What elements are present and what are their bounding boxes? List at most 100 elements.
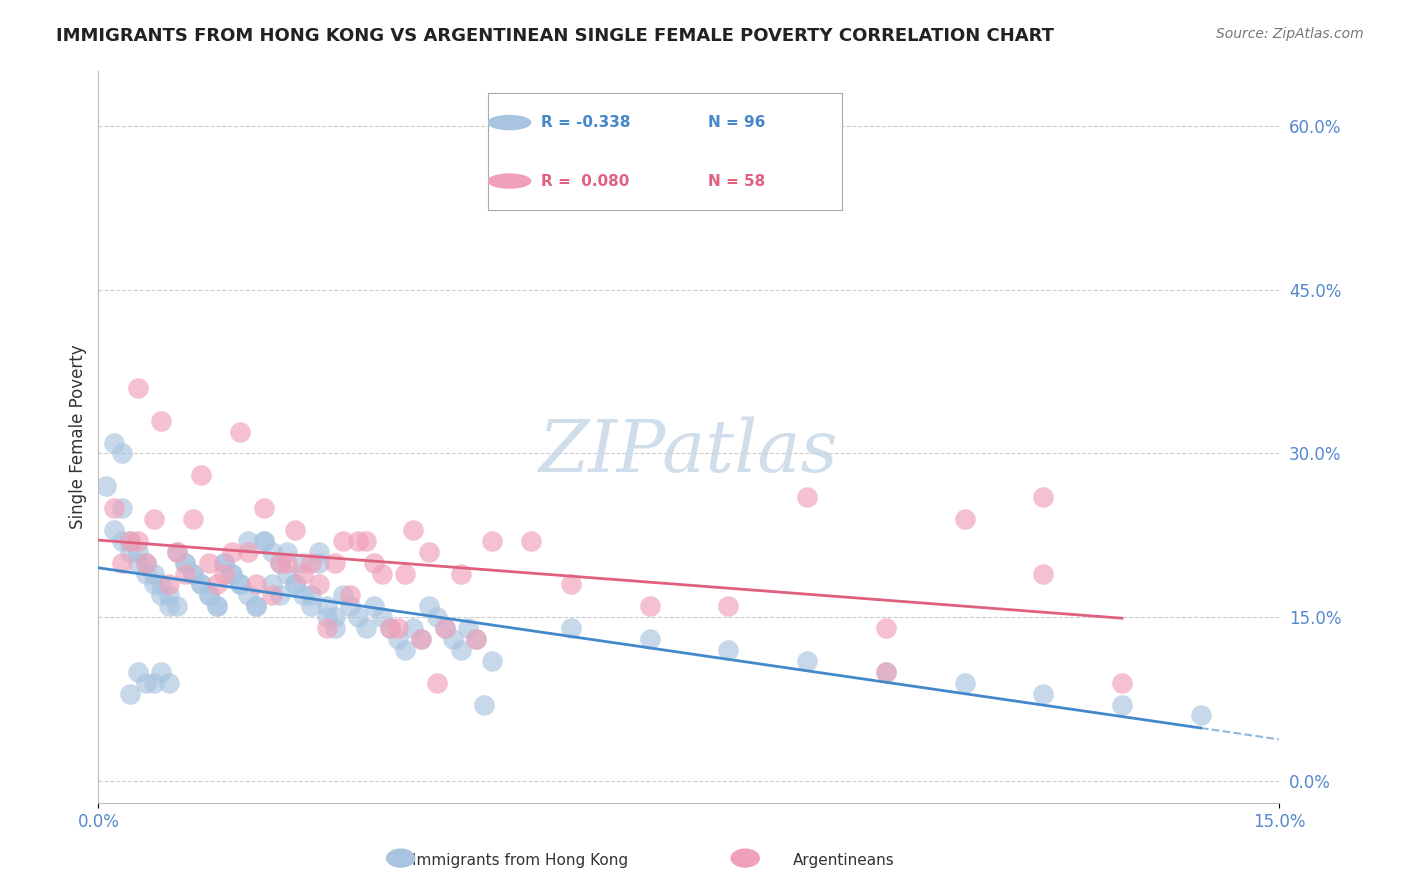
Point <box>157 577 180 591</box>
Point <box>323 621 346 635</box>
Point <box>127 381 149 395</box>
Point <box>371 610 394 624</box>
Point <box>953 512 976 526</box>
Point <box>181 566 204 581</box>
Point <box>190 577 212 591</box>
Point <box>221 566 243 581</box>
Point <box>118 533 141 548</box>
Point <box>166 545 188 559</box>
Point <box>481 533 503 548</box>
Point <box>411 632 433 646</box>
Point <box>150 665 173 679</box>
Point <box>426 610 449 624</box>
Point <box>433 621 456 635</box>
Point <box>174 566 197 581</box>
Text: Immigrants from Hong Kong: Immigrants from Hong Kong <box>412 854 628 868</box>
Point <box>269 588 291 602</box>
Point <box>135 556 157 570</box>
Point <box>276 545 298 559</box>
Point <box>111 446 134 460</box>
Text: IMMIGRANTS FROM HONG KONG VS ARGENTINEAN SINGLE FEMALE POVERTY CORRELATION CHART: IMMIGRANTS FROM HONG KONG VS ARGENTINEAN… <box>56 27 1054 45</box>
Point <box>426 675 449 690</box>
Point <box>276 566 298 581</box>
Point <box>197 588 219 602</box>
Point <box>284 523 307 537</box>
Point <box>953 675 976 690</box>
Point <box>166 599 188 614</box>
Point <box>127 665 149 679</box>
Point <box>292 556 315 570</box>
Point <box>560 621 582 635</box>
Point <box>214 556 236 570</box>
Point <box>127 545 149 559</box>
Text: Source: ZipAtlas.com: Source: ZipAtlas.com <box>1216 27 1364 41</box>
Point <box>127 533 149 548</box>
Point <box>315 610 337 624</box>
Point <box>103 435 125 450</box>
Point <box>174 556 197 570</box>
Point <box>103 523 125 537</box>
Point <box>520 533 543 548</box>
Point <box>394 643 416 657</box>
Point <box>378 621 401 635</box>
Point <box>269 556 291 570</box>
Point <box>332 588 354 602</box>
Point <box>308 545 330 559</box>
Point <box>323 610 346 624</box>
Point <box>284 577 307 591</box>
Point <box>796 654 818 668</box>
Point <box>717 599 740 614</box>
Y-axis label: Single Female Poverty: Single Female Poverty <box>69 345 87 529</box>
Point <box>315 621 337 635</box>
Point <box>315 599 337 614</box>
Point <box>308 577 330 591</box>
Point <box>457 621 479 635</box>
Point <box>127 556 149 570</box>
Point <box>1111 675 1133 690</box>
Point <box>118 545 141 559</box>
Point <box>142 512 165 526</box>
Point <box>157 588 180 602</box>
Point <box>339 588 361 602</box>
Point <box>205 599 228 614</box>
Point <box>142 566 165 581</box>
Point <box>371 566 394 581</box>
Point <box>111 533 134 548</box>
Point <box>157 675 180 690</box>
Point <box>347 610 370 624</box>
Point <box>142 577 165 591</box>
Text: ZIPatlas: ZIPatlas <box>538 417 839 487</box>
Point <box>354 621 377 635</box>
Point <box>299 556 322 570</box>
Point <box>205 599 228 614</box>
Point <box>118 533 141 548</box>
Point <box>354 533 377 548</box>
Point <box>875 621 897 635</box>
Point <box>103 501 125 516</box>
Point <box>221 545 243 559</box>
Point <box>875 665 897 679</box>
Point <box>221 566 243 581</box>
Point <box>299 588 322 602</box>
Point <box>229 577 252 591</box>
Point <box>142 675 165 690</box>
Point <box>245 599 267 614</box>
Text: Argentineans: Argentineans <box>793 854 894 868</box>
Point <box>284 577 307 591</box>
Point <box>481 654 503 668</box>
Point <box>387 632 409 646</box>
Point <box>433 621 456 635</box>
Point <box>347 533 370 548</box>
Point <box>150 588 173 602</box>
Point <box>190 577 212 591</box>
Point <box>135 566 157 581</box>
Point <box>394 566 416 581</box>
Point <box>1189 708 1212 723</box>
Point <box>402 621 425 635</box>
Point <box>253 501 276 516</box>
Point <box>229 425 252 439</box>
Point <box>308 556 330 570</box>
Point <box>363 556 385 570</box>
Point <box>157 599 180 614</box>
Point <box>292 588 315 602</box>
